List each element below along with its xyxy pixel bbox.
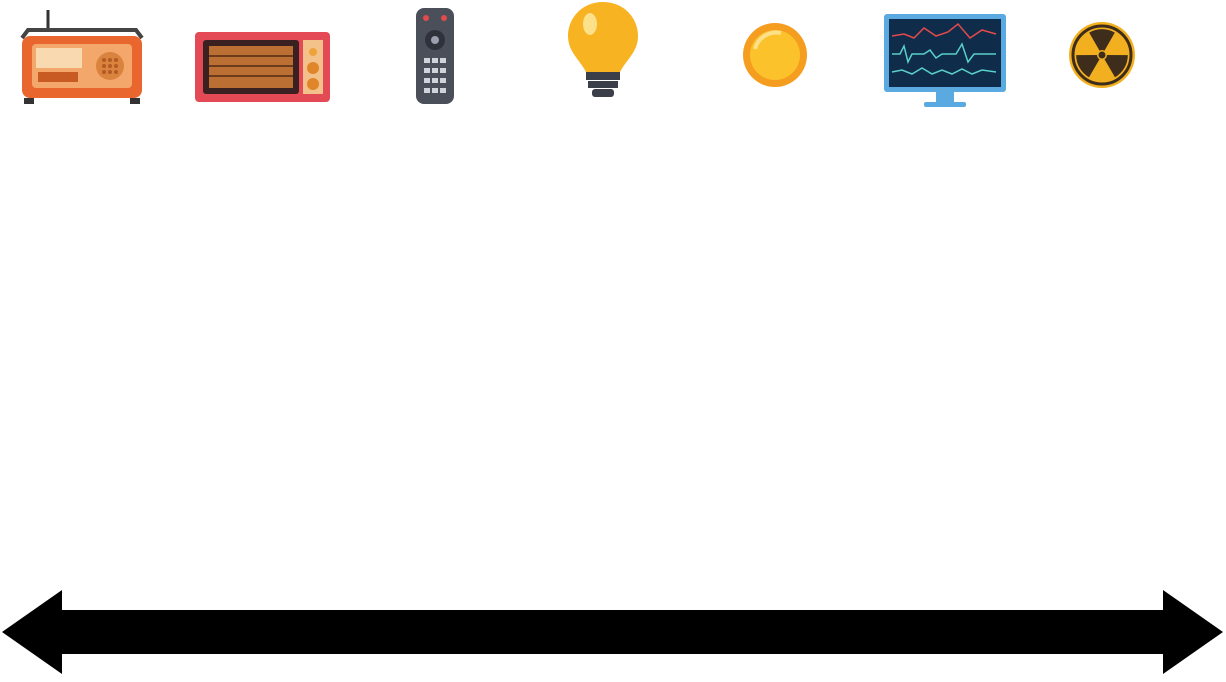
sun-icon	[743, 23, 807, 87]
radiation-icon	[1069, 22, 1135, 88]
microwave-oven-icon	[195, 32, 330, 102]
wavelength-scale	[2, 590, 1223, 674]
monitor-icon	[884, 14, 1006, 107]
double-arrow	[2, 590, 1223, 674]
light-bulb-icon	[568, 2, 638, 97]
radio-icon	[20, 10, 144, 104]
remote-control-icon	[416, 8, 454, 104]
